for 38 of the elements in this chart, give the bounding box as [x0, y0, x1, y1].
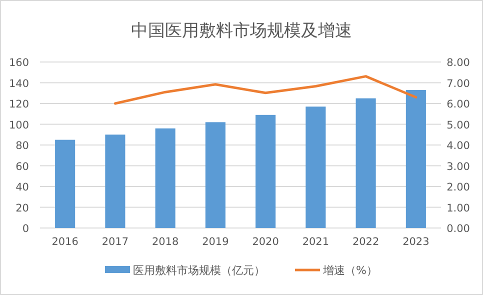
x-tick-label: 2023 — [402, 236, 430, 248]
x-tick-label: 2019 — [202, 236, 229, 248]
chart-title: 中国医用敷料市场规模及增速 — [131, 21, 352, 41]
y2-tick-label: 5.00 — [446, 119, 470, 132]
bar — [205, 122, 226, 228]
bar — [105, 134, 126, 228]
y-tick-label: 140 — [8, 78, 29, 90]
x-tick-label: 2021 — [302, 236, 330, 248]
x-tick-label: 2020 — [252, 236, 279, 248]
y2-tick-label: 7.00 — [446, 78, 470, 90]
y2-tick-label: 6.00 — [446, 98, 470, 110]
y-tick-label: 60 — [16, 160, 29, 173]
y-tick-label: 0 — [22, 223, 29, 235]
y2-tick-label: 8.00 — [446, 57, 470, 69]
x-tick-label: 2018 — [152, 236, 179, 248]
bar — [356, 98, 376, 228]
bar — [256, 114, 276, 228]
y-tick-label: 80 — [16, 140, 29, 152]
x-tick-label: 2016 — [52, 236, 79, 248]
legend-label: 增速（%） — [322, 264, 378, 277]
legend-label: 医用敷料市场规模（亿元） — [133, 264, 265, 277]
y-tick-label: 120 — [8, 98, 29, 110]
y-tick-label: 20 — [16, 202, 29, 214]
line-series — [114, 75, 418, 105]
y2-tick-label: 3.00 — [446, 160, 470, 173]
y-tick-label: 40 — [16, 182, 29, 194]
bar — [155, 128, 176, 228]
y-tick-label: 100 — [8, 119, 29, 132]
x-tick-label: 2022 — [352, 236, 380, 248]
x-tick-label: 2017 — [102, 236, 129, 248]
bar — [306, 106, 326, 228]
y2-tick-label: 4.00 — [446, 140, 470, 152]
y2-tick-label: 0.00 — [446, 223, 470, 235]
bar — [55, 140, 76, 228]
bar — [406, 90, 426, 228]
y2-tick-label: 1.00 — [446, 202, 470, 214]
y2-tick-label: 2.00 — [446, 182, 470, 194]
y-tick-label: 160 — [8, 57, 29, 69]
